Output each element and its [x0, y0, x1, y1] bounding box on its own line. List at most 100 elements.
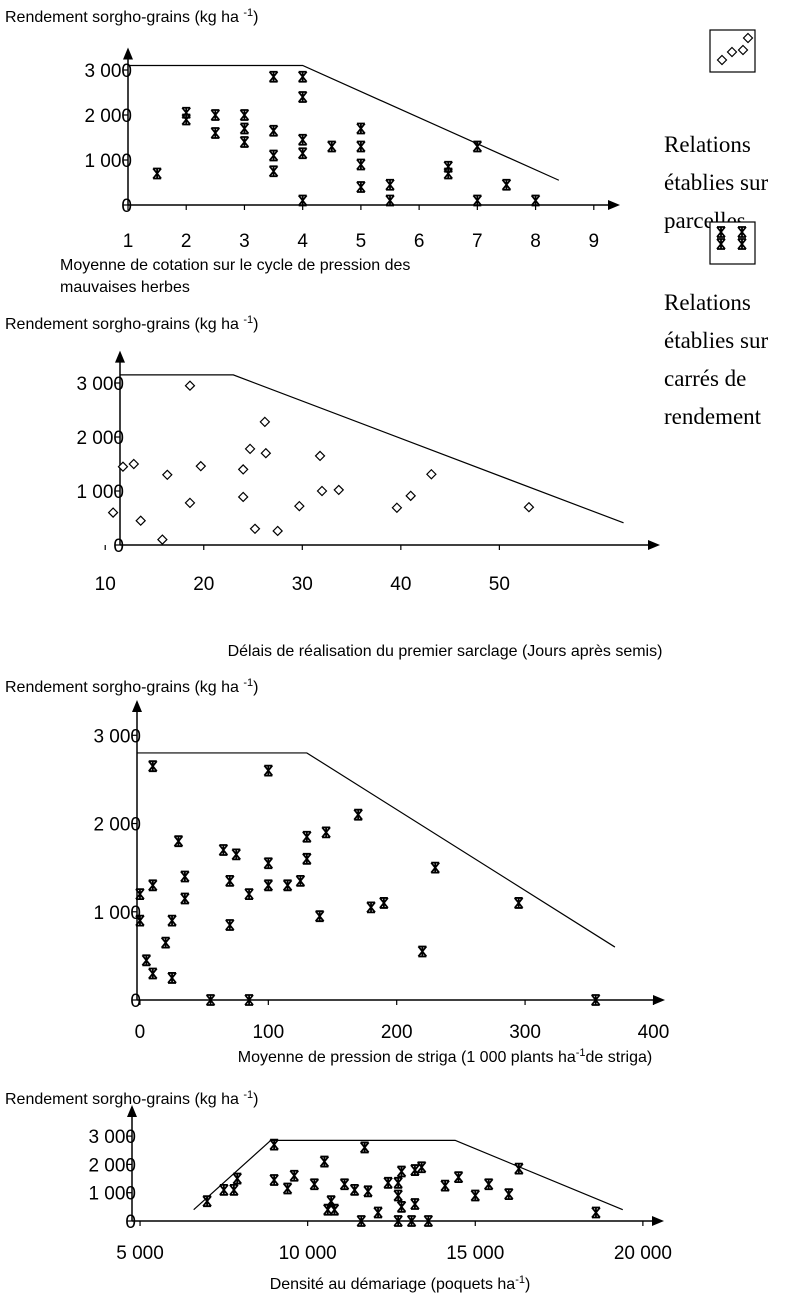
point	[373, 1206, 383, 1219]
x-tick-label: 3	[239, 231, 250, 252]
y-axis-label: Rendement sorgho-grains (kg ha -1)	[5, 314, 258, 333]
y-axis-label-part: Rendement sorgho-grains (kg ha	[5, 316, 243, 333]
y-axis-label-part: )	[253, 9, 258, 26]
point	[396, 1165, 407, 1178]
x-tick-label: 4	[297, 231, 308, 252]
y-axis-label-part: -1	[243, 314, 253, 326]
y-axis-arrow	[132, 700, 142, 712]
point	[530, 194, 541, 207]
point	[423, 1215, 434, 1227]
x-axis-label-part: Moyenne de cotation sur le cycle de pres…	[60, 257, 410, 274]
x-tick-label: 10	[95, 574, 116, 595]
point	[356, 122, 366, 135]
point	[501, 178, 512, 191]
x-axis-label-part: de striga)	[586, 1049, 653, 1066]
point	[263, 857, 274, 870]
x-axis-label: mauvaises herbes	[60, 279, 190, 296]
point	[195, 460, 207, 472]
x-tick-label: 7	[472, 231, 483, 252]
point	[323, 1203, 333, 1216]
point	[472, 194, 483, 207]
point	[295, 874, 306, 887]
legend-label: établies sur	[664, 170, 768, 195]
point	[513, 897, 524, 909]
point	[359, 1141, 370, 1154]
point	[135, 914, 145, 927]
point	[244, 994, 254, 1006]
y-tick-label: 0	[130, 991, 141, 1012]
point	[152, 167, 162, 180]
legend-swatch	[716, 238, 726, 250]
point	[470, 1189, 480, 1202]
point	[157, 534, 168, 545]
point	[356, 1215, 366, 1227]
point	[383, 1176, 393, 1189]
y-axis-label-part: )	[253, 1091, 258, 1108]
point	[289, 1169, 299, 1182]
y-tick-label: 1 000	[88, 1184, 136, 1205]
y-tick-label: 3 000	[84, 61, 132, 82]
point	[385, 178, 395, 191]
y-tick-label: 3 000	[76, 374, 124, 395]
point	[282, 1182, 293, 1195]
x-tick-label: 40	[390, 574, 411, 595]
point	[590, 994, 601, 1006]
y-tick-label: 2 000	[84, 106, 132, 127]
x-tick-label: 5 000	[116, 1243, 164, 1264]
point	[443, 167, 453, 180]
x-tick-label: 30	[292, 574, 313, 595]
point	[239, 122, 250, 135]
legend-label: carrés de	[664, 366, 746, 391]
point	[268, 124, 279, 137]
legend-label: établies sur	[664, 328, 768, 353]
x-tick-label: 10 000	[279, 1243, 337, 1264]
legend-swatch	[716, 226, 726, 238]
point	[263, 879, 274, 892]
legend-label: Relations	[664, 132, 751, 157]
y-tick-label: 2 000	[88, 1155, 136, 1176]
y-axis-label: Rendement sorgho-grains (kg ha -1)	[5, 7, 258, 26]
point	[219, 1183, 229, 1196]
point	[356, 158, 366, 171]
x-axis-arrow	[648, 540, 660, 550]
point	[167, 972, 177, 984]
point	[319, 1155, 330, 1168]
x-tick-label: 5	[356, 231, 367, 252]
y-axis-label-part: Rendement sorgho-grains (kg ha	[5, 9, 243, 26]
point	[379, 897, 389, 909]
y-axis-label: Rendement sorgho-grains (kg ha -1)	[5, 677, 258, 696]
point	[237, 491, 249, 503]
x-tick-label: 2	[181, 231, 192, 252]
point	[148, 879, 158, 892]
point	[218, 844, 229, 856]
point	[297, 147, 308, 160]
point	[327, 140, 337, 153]
y-axis-arrow	[123, 47, 133, 60]
point	[316, 485, 328, 497]
y-tick-label: 0	[121, 196, 132, 217]
point	[184, 497, 196, 509]
point	[239, 109, 250, 121]
point	[363, 1185, 373, 1198]
legend-box	[709, 221, 756, 265]
boundary-line	[128, 64, 560, 181]
point	[356, 181, 366, 193]
point	[440, 1179, 450, 1192]
x-axis-label: Densité au démariage (poquets ha-1)	[270, 1274, 531, 1293]
point	[231, 848, 241, 861]
point	[180, 870, 190, 883]
point	[210, 127, 221, 139]
point	[128, 458, 140, 470]
point	[297, 133, 308, 146]
point	[453, 1171, 464, 1184]
point	[263, 764, 274, 777]
y-tick-label: 3 000	[88, 1127, 136, 1148]
y-axis-label-part: -1	[243, 677, 253, 689]
point	[393, 1176, 403, 1189]
x-tick-label: 0	[135, 1022, 146, 1043]
x-axis-arrow	[608, 200, 620, 210]
x-axis-label: Moyenne de cotation sur le cycle de pres…	[60, 257, 410, 274]
y-axis-arrow	[115, 350, 125, 363]
point	[410, 1198, 420, 1210]
